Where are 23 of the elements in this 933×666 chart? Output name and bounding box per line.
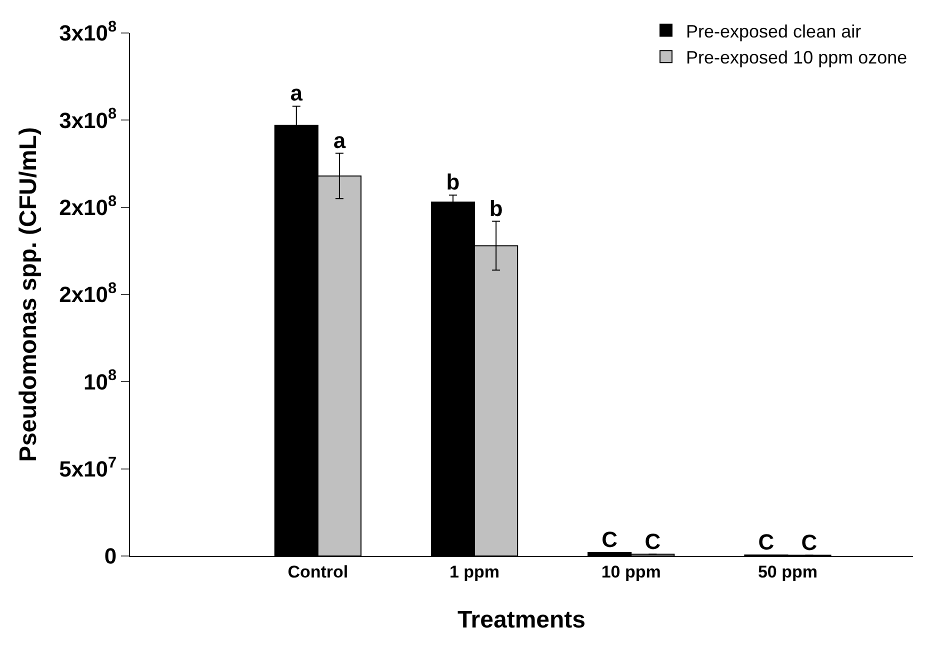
x-tick-label: 50 ppm <box>758 562 818 582</box>
y-axis-title: Pseudomonas spp. (CFU/mL) <box>15 127 42 462</box>
data-label: C <box>801 530 818 555</box>
x-axis-title: Treatments <box>457 606 586 634</box>
data-label: b <box>446 170 460 195</box>
data-label: b <box>489 196 503 221</box>
y-tick-label: 5x10$^{7}$ <box>59 454 117 482</box>
data-label: a <box>333 128 346 153</box>
y-tick-label: 2x10$^{8}$ <box>59 280 118 308</box>
y-tick-label: 10$^{8}$ <box>84 367 118 394</box>
y-tick-label: 2x10$^{8}$ <box>59 192 118 220</box>
x-tick-label: Control <box>288 562 348 582</box>
data-label: C <box>644 528 661 554</box>
y-tick-label: 3x10$^{8}$ <box>59 18 118 46</box>
y-tick-label: 0 <box>104 544 117 569</box>
legend-label: Pre-exposed clean air <box>686 21 862 42</box>
y-tick-label: 3x10$^{8}$ <box>59 106 118 133</box>
legend-label: Pre-exposed 10 ppm ozone <box>686 48 908 68</box>
data-label: C <box>758 529 774 554</box>
x-tick-label: 10 ppm <box>601 562 661 582</box>
data-label: C <box>602 527 618 552</box>
x-tick-label: 1 ppm <box>449 562 500 582</box>
data-label: a <box>290 80 304 106</box>
